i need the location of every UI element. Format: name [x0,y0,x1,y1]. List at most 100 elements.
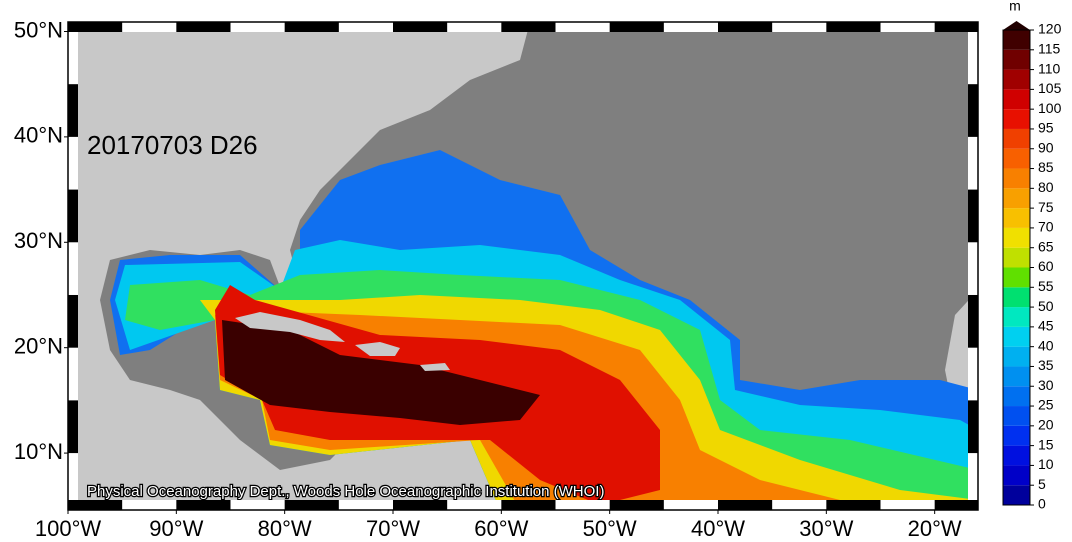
x-tick-label: 80°W [258,516,312,541]
colorbar-tick-label: 15 [1038,436,1054,452]
colorbar-tick-label: 90 [1038,139,1054,155]
y-tick-label: 20°N [14,333,63,358]
credit: Physical Oceanography Dept., Woods Hole … [87,483,604,500]
border-strip [968,22,978,32]
border-strip [826,22,881,32]
y-tick-label: 40°N [14,123,63,148]
colorbar-segment [1003,49,1030,70]
island [355,342,400,356]
colorbar-segment [1003,386,1030,407]
border-strip [68,22,78,32]
border-strip [68,505,78,510]
y-tick-label: 10°N [14,439,63,464]
x-tick-label: 60°W [474,516,528,541]
border-strip [393,22,448,32]
island [420,363,450,371]
colorbar-tick-label: 55 [1038,278,1054,294]
colorbar-tick-label: 25 [1038,397,1054,413]
colorbar-segment [1003,69,1030,90]
colorbar-tick-label: 45 [1038,318,1054,334]
map-area [68,22,978,510]
border-strip [284,22,339,32]
border-strip [393,500,448,510]
colorbar-segment [1003,247,1030,268]
colorbar-unit: m [1009,0,1021,14]
colorbar-tick-label: 0 [1038,496,1046,512]
x-tick-label: 20°W [908,516,962,541]
colorbar-tick-label: 80 [1038,179,1054,195]
border-strip [68,294,78,348]
colorbar-segment [1003,485,1030,505]
map-title: 20170703 D26 [87,130,258,160]
ocean-field [222,320,540,425]
border-strip [609,22,664,32]
border-strip [934,22,978,32]
colorbar-segment [1003,89,1030,110]
border-strip [68,500,123,510]
colorbar-tick-label: 60 [1038,258,1054,274]
x-tick-label: 30°W [799,516,853,541]
colorbar-tick-label: 65 [1038,238,1054,254]
colorbar-segment [1003,326,1030,347]
colorbar-tick-label: 110 [1038,60,1061,76]
border-strip [68,22,78,510]
colorbar-segment [1003,267,1030,288]
x-tick-label: 70°W [366,516,420,541]
border-strip [284,500,339,510]
colorbar-over-arrow [1003,21,1030,30]
border-strip [718,500,773,510]
border-strip [826,500,881,510]
border-strip [501,500,556,510]
colorbar-tick-label: 50 [1038,298,1054,314]
colorbar-segment [1003,307,1030,327]
border-strip [68,189,78,243]
border-strip [968,84,978,137]
colorbar-segment [1003,188,1030,209]
colorbar-tick-label: 20 [1038,417,1054,433]
x-tick-label: 50°W [583,516,637,541]
border-strip [609,500,664,510]
colorbar-tick-label: 95 [1038,120,1054,136]
border-strip [718,22,773,32]
y-tick-label: 30°N [14,228,63,253]
colorbar-segment [1003,366,1030,387]
colorbar-segment [1003,465,1030,486]
colorbar-tick-label: 70 [1038,219,1054,235]
colorbar-tick-label: 120 [1038,21,1062,37]
colorbar-tick-label: 75 [1038,199,1054,215]
colorbar-segment [1003,168,1030,189]
colorbar-segment [1003,406,1030,426]
colorbar-tick-label: 85 [1038,159,1054,175]
colorbar-segment [1003,287,1030,308]
frame-outline [67,21,979,511]
colorbar-segment [1003,128,1030,149]
border-strip [68,22,123,32]
border-strip [501,22,556,32]
border-strip [968,400,978,454]
colorbar-tick-label: 105 [1038,80,1062,96]
colorbar-segment [1003,208,1030,228]
border-strip [968,294,978,348]
x-tick-label: 100°W [35,516,102,541]
colorbar-segment [1003,346,1030,367]
border-strip [934,500,978,510]
colorbar-tick-label: 100 [1038,100,1062,116]
colorbar-tick-label: 115 [1038,40,1061,56]
border-strip [68,400,78,454]
border-strip [968,22,978,510]
colorbar-tick-label: 5 [1038,476,1046,492]
border-strip [968,189,978,243]
border-strip [176,500,231,510]
colorbar-segment [1003,109,1030,129]
colorbar-segment [1003,445,1030,466]
land [68,22,530,510]
colorbar-segment [1003,148,1030,169]
border-strip [68,84,78,137]
colorbar-tick-label: 10 [1038,456,1054,472]
x-tick-label: 40°W [691,516,745,541]
colorbar-segment [1003,227,1030,248]
colorbar-tick-label: 30 [1038,377,1054,393]
colorbar-segment [1003,425,1030,446]
y-tick-label: 50°N [14,17,63,42]
